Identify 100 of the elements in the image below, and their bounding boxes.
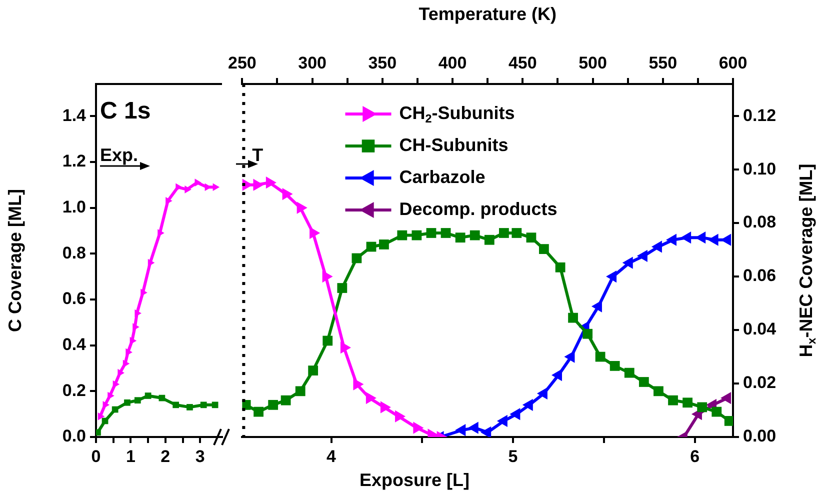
point	[724, 416, 733, 426]
point	[172, 402, 180, 408]
point	[470, 230, 480, 240]
point	[606, 270, 617, 283]
point	[254, 406, 264, 417]
point	[296, 202, 308, 214]
point	[551, 369, 562, 382]
point	[536, 387, 548, 400]
point	[668, 395, 678, 406]
x2-tick-label: 400	[438, 53, 467, 72]
x2-tick-label: 300	[298, 53, 326, 72]
point	[212, 183, 220, 192]
point	[512, 228, 522, 238]
point	[282, 188, 293, 200]
legend-label: Decomp. products	[399, 198, 558, 219]
point	[636, 250, 648, 262]
point	[124, 399, 130, 406]
point	[397, 230, 408, 240]
point	[295, 386, 306, 396]
y2-tick-label: 0.04	[743, 320, 777, 339]
point	[666, 234, 677, 246]
point	[484, 234, 494, 245]
point	[610, 360, 620, 371]
y-tick-label: 1.2	[62, 152, 86, 171]
point	[337, 283, 348, 293]
x2-axis-title: Temperature (K)	[418, 4, 556, 24]
point	[340, 342, 351, 354]
y2-tick-label: 0.00	[743, 426, 776, 446]
point	[522, 398, 533, 411]
point	[366, 242, 376, 252]
point	[624, 368, 634, 378]
point	[134, 397, 141, 404]
x-tick-label: 3	[195, 446, 205, 466]
point	[280, 395, 291, 406]
point	[440, 228, 451, 238]
point	[568, 312, 578, 323]
annotation: Exp.	[100, 144, 138, 165]
point	[720, 392, 732, 404]
x-tick-label: 0	[91, 446, 101, 466]
y2-tick-label: 0.12	[743, 106, 776, 125]
y-tick-label: 0.4	[62, 335, 87, 354]
point	[266, 176, 276, 189]
point	[591, 300, 602, 312]
y2-tick-label: 0.08	[743, 212, 776, 232]
y-tick-label: 1.0	[62, 197, 86, 216]
point	[510, 408, 520, 420]
x2-tick-label: 600	[718, 53, 748, 72]
point	[426, 228, 436, 238]
y2-tick-label: 0.02	[743, 373, 776, 392]
annotation: T	[252, 144, 264, 165]
point	[499, 228, 509, 238]
y-tick-label: 0.6	[62, 289, 86, 308]
point	[654, 386, 664, 396]
legend-label: Carbazole	[399, 166, 486, 187]
y2-axis-title: Hx-NEC Coverage [ML]	[796, 164, 819, 358]
legend-label: CH-Subunits	[399, 134, 508, 155]
point	[253, 178, 264, 191]
point	[140, 288, 148, 296]
x-axis-title: Exposure [L]	[358, 470, 470, 491]
point	[538, 244, 549, 254]
x-tick-label: 2	[160, 446, 170, 466]
point	[555, 262, 566, 272]
point	[268, 400, 278, 410]
point	[176, 183, 182, 192]
point	[366, 392, 376, 404]
point	[622, 256, 633, 269]
y-axis-title: C Coverage [ML]	[4, 188, 25, 332]
x2-tick-label: 500	[578, 53, 607, 72]
y2-tick-label: 0.10	[743, 159, 776, 178]
x2-tick-label: 550	[648, 53, 678, 72]
x2-tick-label: 450	[508, 53, 537, 72]
point	[144, 392, 152, 399]
point	[194, 178, 202, 186]
point	[148, 258, 155, 267]
y2-tick-label: 0.06	[743, 266, 776, 286]
point	[126, 348, 132, 356]
y-tick-label: 1.4	[62, 106, 87, 125]
point	[455, 232, 466, 243]
point	[322, 336, 333, 346]
point	[379, 240, 389, 250]
point	[132, 323, 140, 331]
point	[352, 253, 362, 264]
y-tick-label: 0.2	[62, 380, 86, 400]
point	[112, 406, 118, 413]
y-tick-label: 0.0	[62, 426, 86, 446]
y-tick-label: 0.8	[62, 243, 86, 262]
point	[98, 412, 105, 420]
point	[526, 232, 536, 243]
point	[212, 402, 218, 408]
x-tick-label: 1	[126, 446, 136, 466]
point	[480, 426, 492, 437]
point	[564, 350, 575, 363]
point	[166, 197, 172, 205]
point	[322, 270, 333, 283]
point	[651, 240, 662, 253]
point	[186, 404, 193, 410]
point	[680, 232, 692, 244]
point	[708, 234, 718, 246]
point	[638, 377, 649, 387]
point	[134, 309, 142, 318]
